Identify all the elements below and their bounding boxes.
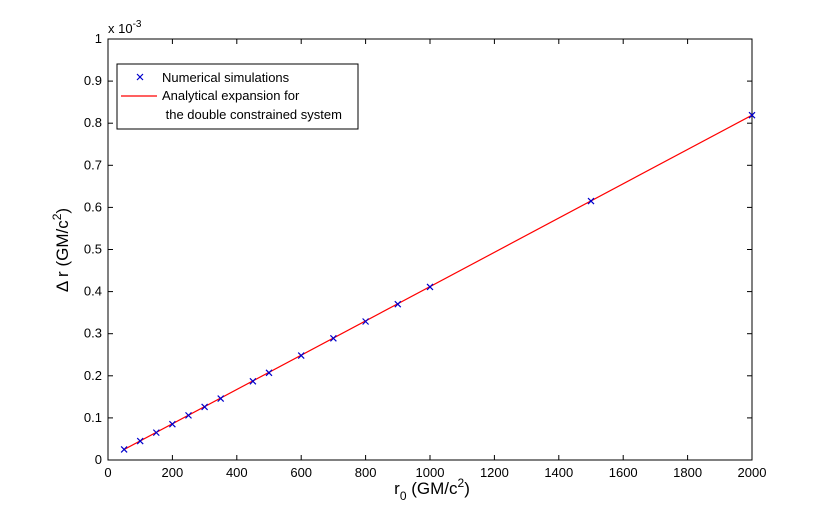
analytical-line <box>123 114 753 451</box>
legend-marker-x <box>136 73 144 81</box>
data-point <box>168 420 176 428</box>
data-point <box>587 197 595 205</box>
y-tick-label: 0.3 <box>84 326 102 341</box>
y-tick-label: 0 <box>95 452 102 467</box>
data-point <box>362 318 370 325</box>
data-point <box>748 111 756 119</box>
series-layer <box>120 111 756 453</box>
x-tick-label: 1600 <box>609 465 638 480</box>
data-point <box>201 403 209 411</box>
x-tick-label: 1000 <box>416 465 445 480</box>
data-point <box>136 437 144 445</box>
y-tick-label: 0.2 <box>84 368 102 383</box>
legend-label-numerical: Numerical simulations <box>162 70 290 85</box>
data-point <box>120 446 128 453</box>
x-tick-label: 1200 <box>480 465 509 480</box>
x-tick-label: 600 <box>290 465 312 480</box>
data-point <box>249 377 257 385</box>
data-point <box>265 369 273 377</box>
x-tick-label: 1400 <box>544 465 573 480</box>
y-tick-label: 0.1 <box>84 410 102 425</box>
x-axis-label: r0 (GM/c2) <box>394 476 470 503</box>
data-point <box>297 352 305 360</box>
legend-box <box>116 63 359 130</box>
y-tick-label: 0.4 <box>84 284 102 299</box>
legend-label-analytical-1: Analytical expansion for <box>162 88 300 103</box>
y-tick-label: 0.5 <box>84 242 102 257</box>
data-point <box>152 429 160 437</box>
data-point <box>217 395 225 402</box>
ticks-layer: 0 200 400 600 800 1000 1200 1400 1600 1800 2000 0 0.… <box>84 31 767 480</box>
x-tick-label: 2000 <box>738 465 767 480</box>
x-tick-label: 1800 <box>673 465 702 480</box>
y-axis-label: Δ r (GM/c2) <box>50 208 72 292</box>
x-tick-label: 800 <box>355 465 377 480</box>
y-multiplier: x 10-3 <box>108 19 142 36</box>
data-point <box>329 334 337 342</box>
x-tick-label: 200 <box>162 465 184 480</box>
y-tick-label: 0.7 <box>84 157 102 172</box>
legend-label-analytical-2: the double constrained system <box>162 107 342 122</box>
data-point <box>185 411 192 419</box>
y-tick-label: 0.6 <box>84 199 102 214</box>
x-tick-label: 400 <box>226 465 248 480</box>
x-tick-label: 0 <box>104 465 111 480</box>
y-tick-label: 0.9 <box>84 73 102 88</box>
y-tick-label: 0.8 <box>84 115 102 130</box>
data-point <box>394 300 402 308</box>
data-point <box>426 283 434 291</box>
y-tick-label: 1 <box>95 31 102 46</box>
legend: Numerical simulations Analytical expansi… <box>116 63 359 130</box>
